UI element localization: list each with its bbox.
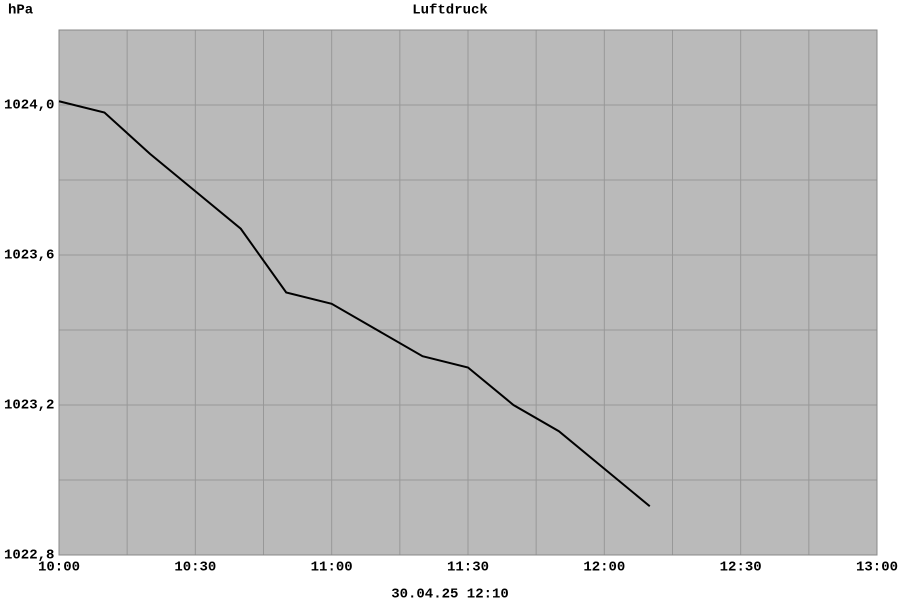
y-tick-label: 1022,8 [4, 548, 54, 564]
x-tick-label: 12:00 [583, 560, 625, 576]
x-tick-label: 10:00 [38, 560, 80, 576]
x-tick-label: 13:00 [856, 560, 898, 576]
x-tick-label: 11:00 [311, 560, 353, 576]
data-line [58, 100, 651, 508]
y-tick-label: 1024,0 [4, 98, 54, 114]
plot-border [58, 29, 878, 556]
y-axis-label: hPa [8, 3, 34, 19]
footer: 30.04.25 12:10 [391, 587, 509, 600]
x-tick-label: 12:30 [720, 560, 762, 576]
x-tick-label: 10:30 [174, 560, 216, 576]
y-tick-label: 1023,6 [4, 248, 54, 264]
y-tick-label: 1023,2 [4, 398, 54, 414]
chart-title: Luftdruck [412, 3, 488, 19]
x-tick-label: 11:30 [447, 560, 489, 576]
